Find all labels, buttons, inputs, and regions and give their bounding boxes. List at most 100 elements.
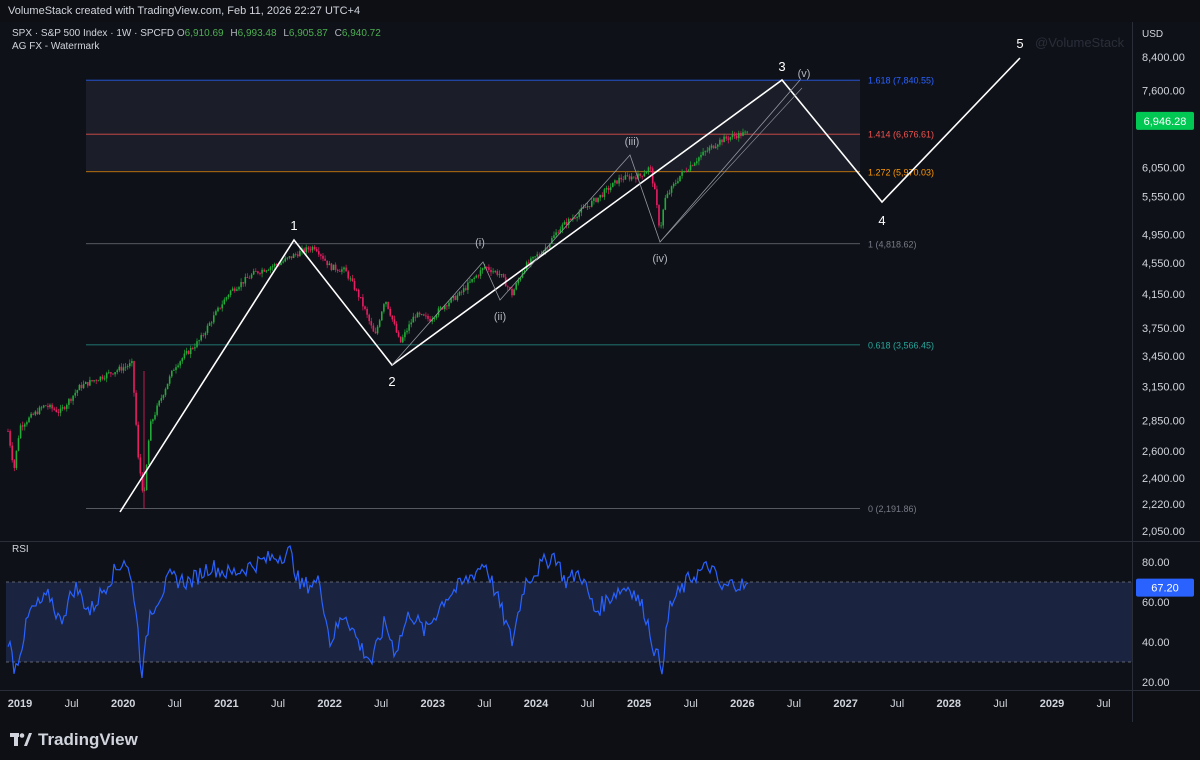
candle-body	[446, 305, 448, 307]
candle-body	[465, 288, 467, 290]
symbol-title[interactable]: SPX · S&P 500 Index · 1W · SPCFD	[12, 28, 175, 39]
candle-body	[87, 382, 89, 386]
candle-body	[408, 324, 410, 331]
candle-body	[305, 247, 307, 253]
candle-body	[675, 182, 677, 184]
candle-body	[217, 307, 219, 312]
candle-body	[528, 262, 530, 264]
rsi-axis-tick: 60.00	[1142, 597, 1170, 609]
time-axis-tick: 2027	[833, 698, 857, 710]
candle-body	[93, 380, 95, 382]
candle-body	[261, 269, 263, 274]
candle-body	[326, 260, 328, 266]
candle-body	[416, 312, 419, 318]
candle-body	[271, 266, 274, 268]
elliott-wave-path[interactable]	[119, 57, 1021, 513]
price-chart-svg[interactable]: 1.618 (7,840.55) 1.414 (6,676.61) 1.272 (5…	[0, 22, 1200, 722]
candle-body	[614, 180, 616, 183]
candle-body	[347, 271, 349, 279]
candle-body	[250, 274, 253, 278]
candle-body	[252, 271, 255, 275]
candle-body	[135, 392, 137, 425]
fib-level-label: 0 (2,191.86)	[868, 504, 917, 514]
candle-body	[721, 139, 723, 143]
currency-label: USD	[1142, 29, 1163, 40]
time-axis-tick: Jul	[684, 698, 698, 710]
candle-body	[641, 175, 643, 177]
fib-level-label: 1.414 (6,676.61)	[868, 130, 934, 140]
candle-body	[229, 290, 232, 295]
candle-body	[150, 421, 152, 441]
candle-body	[238, 287, 240, 290]
candle-body	[404, 332, 406, 338]
candle-body	[612, 182, 614, 188]
candle-body	[538, 254, 541, 256]
candle-body	[223, 299, 226, 305]
candle-body	[559, 229, 562, 234]
candle-body	[414, 316, 417, 318]
candle-body	[662, 209, 664, 226]
candle-body	[492, 271, 494, 273]
indicator-name[interactable]: AG FX - Watermark	[12, 41, 100, 52]
minor-wave-label: (v)	[798, 68, 811, 80]
candle-body	[269, 267, 272, 270]
candle-body	[456, 295, 459, 300]
rsi-line[interactable]	[7, 544, 749, 679]
candle-body	[712, 145, 715, 149]
chart-area[interactable]: 1.618 (7,840.55) 1.414 (6,676.61) 1.272 (5…	[0, 22, 1200, 722]
candle-body	[179, 361, 181, 366]
rsi-pane-label[interactable]: RSI	[12, 544, 29, 555]
price-axis-tick: 3,450.00	[1142, 351, 1185, 363]
candle-body	[345, 267, 347, 272]
candle-body	[372, 325, 375, 332]
current-price-tag[interactable]	[1136, 111, 1194, 130]
channel-line[interactable]	[659, 87, 803, 243]
candle-body	[292, 254, 295, 259]
candle-body	[488, 267, 490, 270]
candle-body	[620, 177, 622, 180]
candle-body	[714, 146, 717, 149]
candle-body	[177, 365, 179, 368]
minor-wave-path[interactable]	[391, 79, 801, 366]
candle-body	[70, 399, 72, 401]
minor-wave-label: (iii)	[625, 136, 640, 148]
candle-body	[486, 267, 488, 268]
candle-body	[330, 263, 333, 271]
rsi-current-tag[interactable]	[1136, 578, 1194, 597]
candle-body	[666, 193, 669, 198]
price-axis-tick: 4,550.00	[1142, 258, 1185, 270]
candle-body	[588, 206, 591, 207]
candle-body	[110, 372, 112, 374]
candle-body	[246, 276, 249, 278]
candle-body	[294, 254, 297, 256]
time-axis-tick: Jul	[477, 698, 491, 710]
candle-body	[187, 351, 190, 355]
time-axis-tick: Jul	[271, 698, 285, 710]
candle-body	[192, 347, 194, 349]
candle-body	[393, 319, 396, 324]
candle-body	[13, 460, 16, 468]
candle-body	[210, 322, 213, 324]
candle-body	[129, 363, 131, 367]
candle-body	[546, 247, 549, 249]
candle-body	[286, 257, 289, 259]
candle-body	[643, 173, 646, 177]
candle-body	[639, 173, 641, 176]
candle-body	[444, 305, 446, 310]
candle-body	[353, 280, 356, 290]
candle-body	[166, 383, 169, 390]
candle-body	[257, 271, 259, 274]
price-axis-tick: 3,750.00	[1142, 323, 1185, 335]
candle-body	[112, 373, 114, 375]
candle-body	[32, 413, 34, 415]
candle-body	[410, 322, 412, 325]
rsi-axis-tick: 80.00	[1142, 557, 1170, 569]
candle-body	[28, 417, 30, 423]
time-axis-tick: 2021	[214, 698, 238, 710]
candle-body	[672, 183, 675, 187]
candle-body	[336, 269, 339, 271]
tradingview-logo[interactable]: TradingView	[10, 730, 138, 750]
candle-body	[744, 131, 746, 133]
time-axis-tick: Jul	[65, 698, 79, 710]
candle-body	[696, 161, 698, 164]
